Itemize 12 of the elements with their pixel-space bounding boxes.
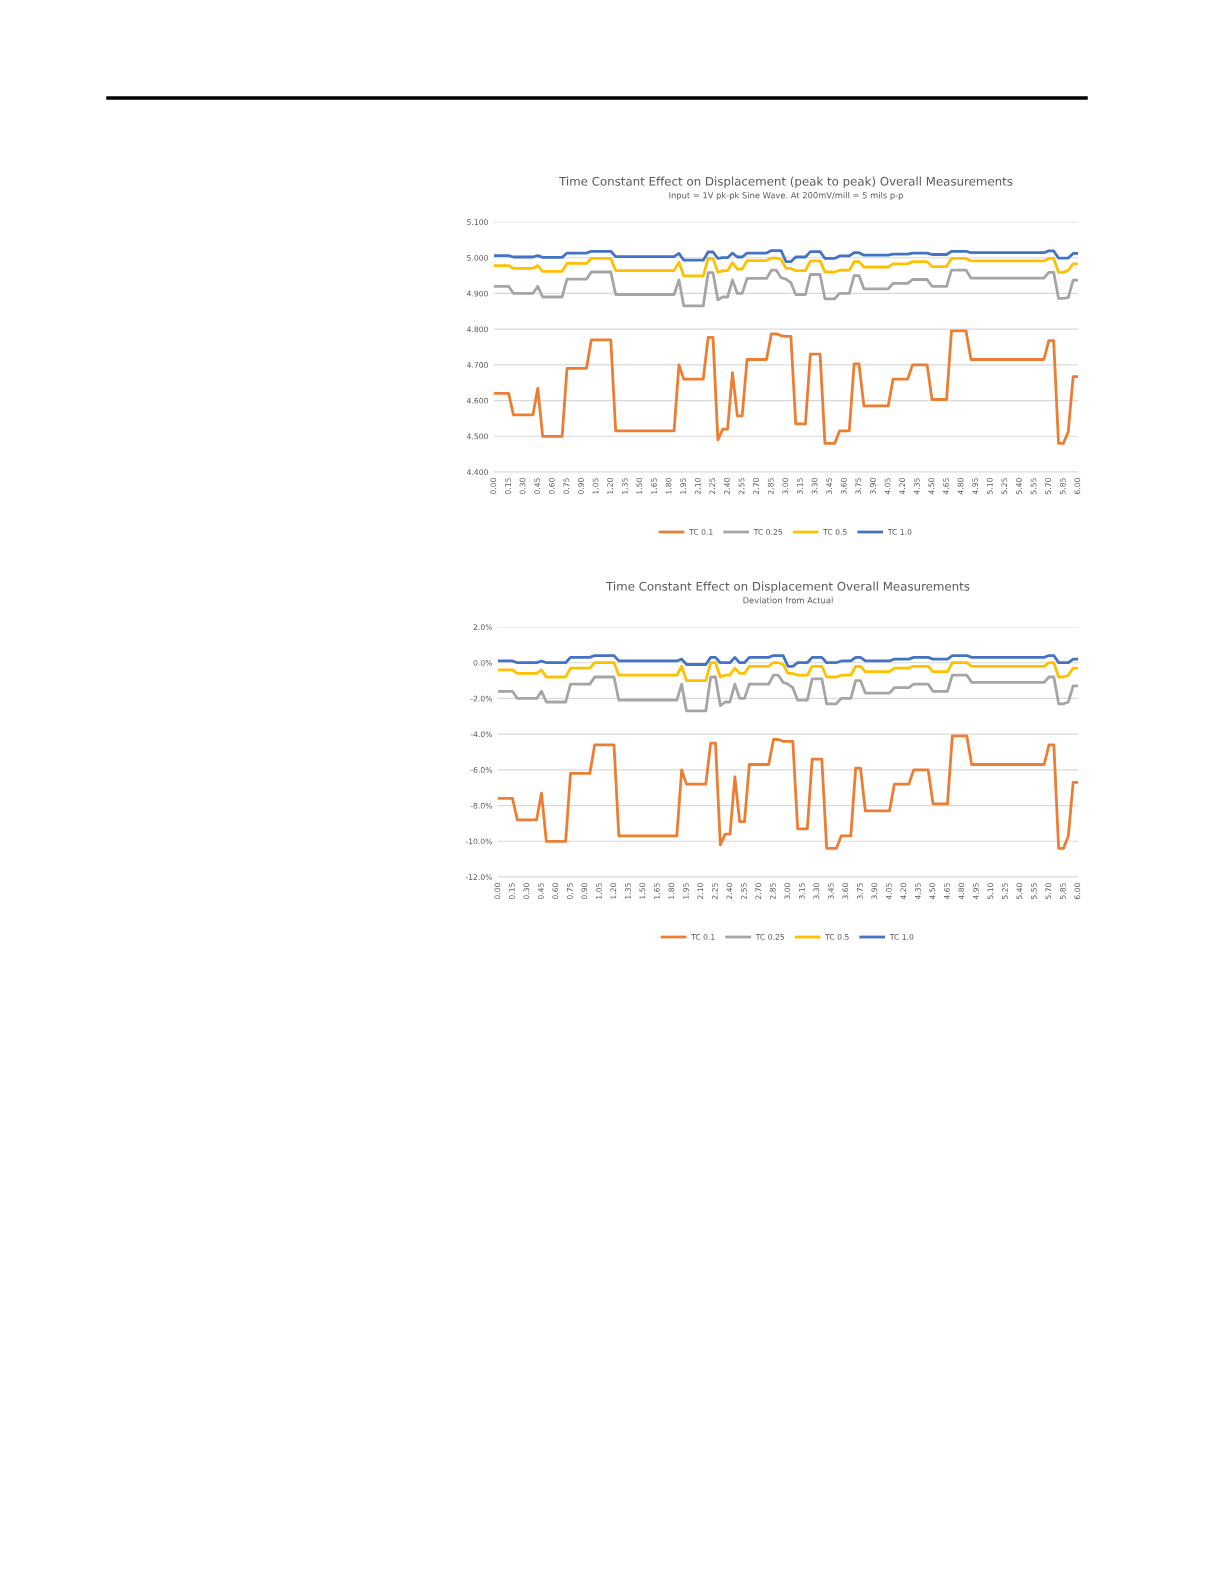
- line-series: [498, 661, 1078, 682]
- line-series: [494, 329, 1078, 445]
- line-series: [494, 268, 1078, 308]
- chart-subtitle: Deviation from Actual: [743, 596, 833, 604]
- chart-title: Time Constant Effect on Displacement Overall Measurements: [606, 581, 970, 593]
- line-series: [498, 734, 1078, 850]
- chart-title: Time Constant Effect on Displacement (peak to peak) Overall Measurements: [559, 176, 1013, 188]
- line-series: [494, 249, 1078, 264]
- line-series: [498, 673, 1078, 713]
- line-series: [498, 654, 1078, 668]
- chart-subtitle: Input = 1V pk-pk Sine Wave. At 200mV/mill = 5 mils p-p: [669, 191, 903, 200]
- line-series: [494, 256, 1078, 278]
